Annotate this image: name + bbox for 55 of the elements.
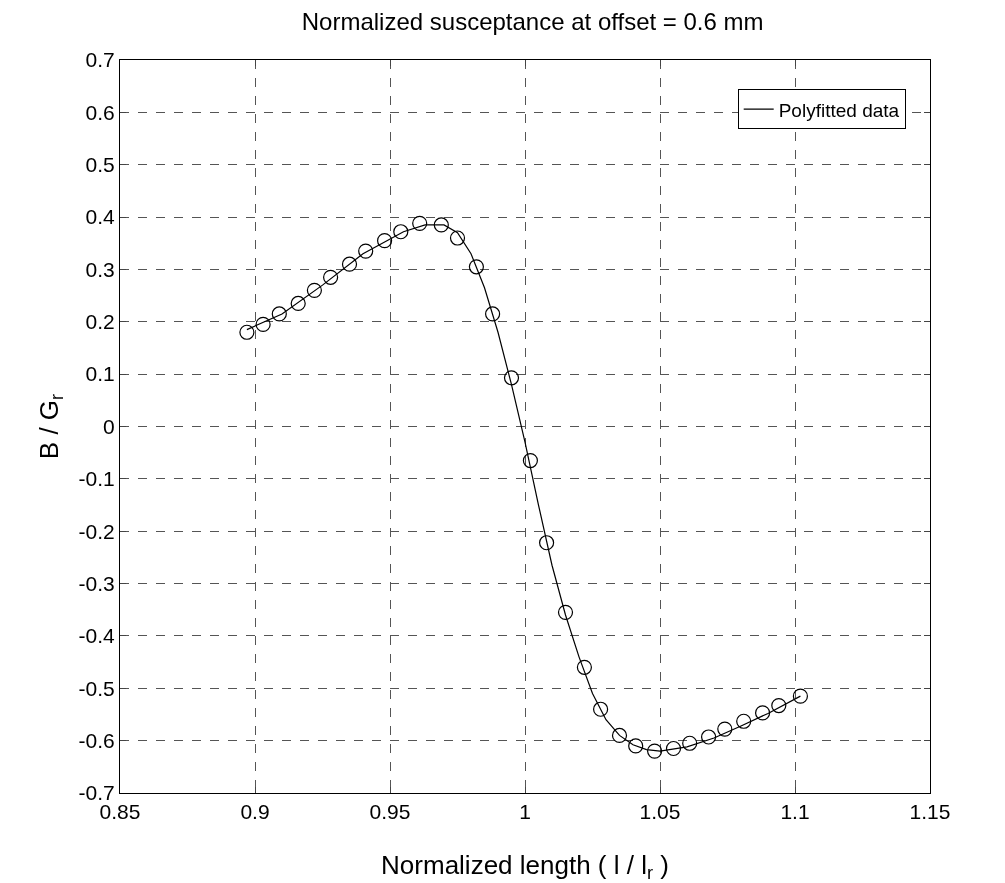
point <box>433 217 449 233</box>
point <box>503 370 520 386</box>
y-tick-label: 0.5 <box>85 153 115 177</box>
y-tick-label: 0.2 <box>85 310 115 334</box>
y-tick-label: -0.2 <box>78 519 115 543</box>
y-tick-label: -0.5 <box>78 676 115 700</box>
point <box>557 604 574 620</box>
y-tick-label: 0.7 <box>85 48 115 72</box>
y-tick-label: -0.4 <box>78 624 116 648</box>
point <box>323 269 339 285</box>
point <box>271 306 287 322</box>
y-tick-label: 0.6 <box>85 100 115 124</box>
point <box>771 697 787 714</box>
x-tick-label: 0.9 <box>240 800 270 824</box>
point <box>665 740 682 757</box>
point <box>611 727 628 743</box>
y-tick-label: -0.1 <box>78 467 115 491</box>
point <box>593 701 609 717</box>
point <box>576 659 592 675</box>
point <box>393 224 409 240</box>
point <box>717 721 733 737</box>
x-axis-title: Normalized length ( l / l$_{r}$ ) <box>381 849 669 883</box>
chart-title: Normalized susceptance at offset = 0.6 mm <box>301 8 764 36</box>
point <box>628 738 644 754</box>
y-tick-label: 0 <box>103 414 115 438</box>
legend-label: Polyfitted data <box>778 99 900 121</box>
y-tick-label: -0.3 <box>78 571 115 595</box>
point <box>290 295 306 312</box>
point <box>792 688 808 704</box>
point <box>358 243 374 259</box>
point <box>755 705 771 721</box>
point <box>255 316 271 332</box>
point <box>239 324 255 340</box>
x-tick-label: 1.05 <box>639 800 681 824</box>
point <box>306 282 322 298</box>
point <box>539 535 555 551</box>
x-tick-label: 1.15 <box>909 800 951 824</box>
point <box>412 215 428 231</box>
point <box>485 306 501 322</box>
y-tick-label: 0.1 <box>85 362 115 386</box>
x-tick-label: 1 <box>519 800 531 824</box>
y-tick-label: 0.4 <box>85 205 116 229</box>
point <box>682 735 698 751</box>
y-tick-label: -0.6 <box>78 728 115 752</box>
point <box>522 452 538 469</box>
point <box>377 233 393 249</box>
x-tick-label: 0.95 <box>369 800 411 824</box>
y-tick-label: 0.3 <box>85 257 115 281</box>
point <box>468 259 484 275</box>
point <box>647 743 663 759</box>
point <box>341 256 358 272</box>
x-tick-label: 1.1 <box>780 800 810 824</box>
point <box>449 230 466 246</box>
point <box>736 713 752 729</box>
point <box>701 729 717 745</box>
